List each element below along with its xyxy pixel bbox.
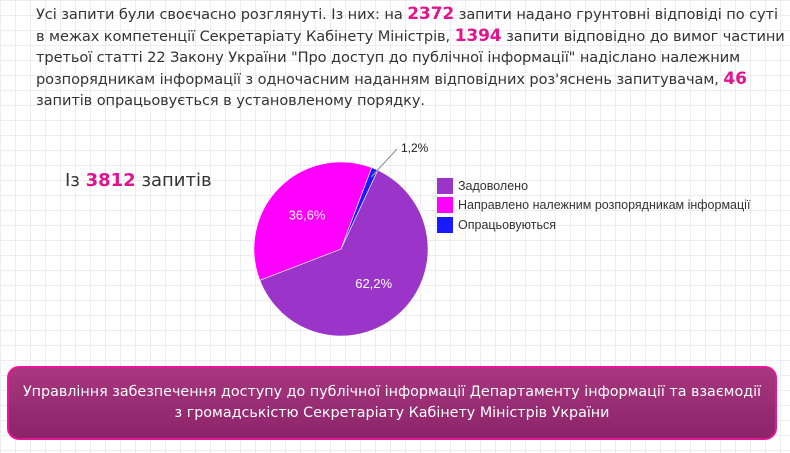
banner-line-1: Управління забезпечення доступу до публі… [22,384,762,400]
total-suffix: запитів [135,170,212,191]
intro-text-3: запити відповідно до вимог частини треть… [36,27,785,88]
legend-swatch-processing [437,216,453,233]
pie-slice-forwarded [253,161,373,281]
legend-swatch-satisfied [437,177,453,194]
answered-count: 2372 [407,4,455,24]
pie-chart: 62,2% 36,6% 1,2% [253,141,429,337]
legend-item-forwarded: Направлено належним розпорядникам інформ… [437,196,750,216]
pie-leader-line [370,148,398,178]
intro-text-1: Усі запити були своєчасно розглянуті. Із… [36,6,408,23]
legend-swatch-forwarded [437,197,453,214]
legend-label-forwarded: Направлено належним розпорядникам інформ… [458,198,751,213]
banner-line-2: з громадськістю Секретаріату Кабінету Мі… [174,405,610,421]
intro-text-2: запити надано грунтовні відповіді по сут… [36,6,778,45]
legend-item-satisfied: Задоволено [437,176,750,196]
pie-slice-satisfied [259,169,429,337]
pie-label-forwarded: 36,6% [289,207,326,222]
legend-label-satisfied: Задоволено [458,178,529,193]
intro-paragraph: Усі запити були своєчасно розглянуті. Із… [36,4,786,112]
in-progress-count: 46 [723,68,747,89]
total-prefix: Із [65,170,86,191]
forwarded-count: 1394 [454,25,502,46]
pie-label-satisfied: 62,2% [355,276,392,291]
total-value: 3812 [85,170,136,191]
pie-label-processing: 1,2% [401,141,429,155]
legend-item-processing: Опрацьовуються [437,215,750,235]
total-requests: Із 3812 запитів [65,170,212,191]
legend-label-processing: Опрацьовуються [458,217,556,232]
intro-text-4: запитів опрацьовується в установленому п… [36,92,425,109]
department-banner: Управління забезпечення доступу до публі… [7,366,777,440]
chart-legend: Задоволено Направлено належним розпорядн… [437,176,750,235]
